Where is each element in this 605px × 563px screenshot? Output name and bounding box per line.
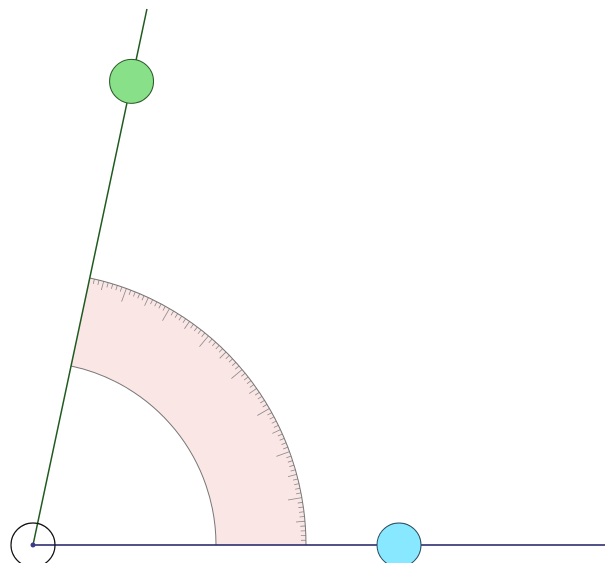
protractor-tick	[110, 283, 114, 289]
protractor-tick	[219, 351, 227, 359]
protractor-tick	[289, 464, 295, 468]
protractor-inner-arc	[70, 365, 217, 546]
protractor-tick	[231, 362, 237, 366]
protractor-tick	[287, 497, 302, 501]
protractor-tick	[292, 478, 298, 481]
rotating-ray-handle[interactable]	[109, 58, 155, 104]
vertex-dot	[30, 542, 36, 548]
protractor-ticks	[92, 278, 306, 541]
protractor-tick	[190, 323, 194, 329]
protractor-tick	[174, 313, 179, 318]
protractor-tick	[201, 332, 206, 337]
protractor-tick	[246, 380, 252, 385]
protractor-tick	[141, 295, 145, 301]
protractor-tick	[254, 392, 260, 396]
protractor-tick	[249, 384, 255, 388]
protractor-tick	[298, 506, 304, 509]
protractor-tick	[162, 308, 170, 321]
protractor-tick	[281, 442, 287, 445]
protractor-tick	[243, 376, 249, 381]
protractor-tick	[215, 345, 220, 350]
protractor-tick	[182, 318, 186, 324]
protractor-tick	[106, 282, 109, 288]
protractor-tick	[269, 416, 275, 420]
protractor-tick	[137, 293, 141, 299]
protractor-tick	[277, 433, 283, 437]
protractor-tick	[260, 399, 265, 404]
protractor-tick	[287, 473, 297, 478]
protractor-tick	[199, 335, 209, 347]
protractor-tick	[154, 301, 158, 307]
protractor-tick	[297, 501, 303, 504]
vertex-handle[interactable]	[10, 522, 56, 563]
protractor-tick	[92, 278, 95, 284]
protractor-tick	[178, 315, 183, 321]
protractor-tick	[298, 511, 305, 513]
protractor-tick	[208, 338, 213, 344]
protractor-tick	[193, 326, 198, 332]
protractor-band	[71, 277, 306, 545]
protractor-tick	[295, 487, 301, 490]
protractor-tick	[257, 395, 263, 400]
protractor-outer-arc	[89, 277, 307, 546]
protractor-tick	[162, 306, 166, 311]
protractor-tick	[272, 429, 281, 434]
protractor-tick	[283, 446, 289, 450]
protractor-tick	[197, 329, 202, 335]
protractor-tick	[225, 355, 230, 360]
protractor-tick	[133, 291, 136, 297]
protractor-tick	[218, 348, 223, 353]
protractor-tick	[115, 285, 118, 291]
protractor-tick	[273, 424, 279, 428]
protractor-tick	[276, 451, 290, 457]
protractor-tick	[158, 303, 162, 309]
protractor-tick	[249, 388, 257, 394]
protractor-tick	[212, 341, 216, 347]
protractor-tick	[128, 289, 132, 295]
protractor-tick	[287, 460, 293, 463]
protractor-tick	[294, 483, 300, 486]
protractor-tick	[97, 280, 100, 286]
protractor-tick	[184, 321, 190, 329]
protractor-tick	[228, 358, 233, 363]
protractor-tick	[231, 369, 243, 379]
protractor-tick	[299, 516, 305, 518]
protractor-tick	[150, 299, 154, 305]
protractor-tick	[295, 520, 305, 523]
protractor-tick	[271, 420, 277, 424]
protractor-tick	[290, 469, 296, 472]
protractor-tick	[257, 408, 270, 416]
protractor-tick	[119, 286, 123, 292]
protractor-tick	[121, 288, 127, 302]
protractor-tick	[234, 365, 240, 370]
protractor-tick	[262, 404, 268, 408]
protractor-tick	[279, 437, 285, 441]
protractor-tick	[295, 492, 302, 495]
protractor-tick	[241, 372, 246, 377]
protractor-tick	[170, 310, 174, 316]
protractor-tick	[100, 281, 105, 291]
base-ray-handle[interactable]	[376, 522, 422, 563]
protractor-tick	[144, 297, 149, 306]
protractor-tick	[267, 412, 272, 416]
protractor-tick	[286, 455, 292, 459]
